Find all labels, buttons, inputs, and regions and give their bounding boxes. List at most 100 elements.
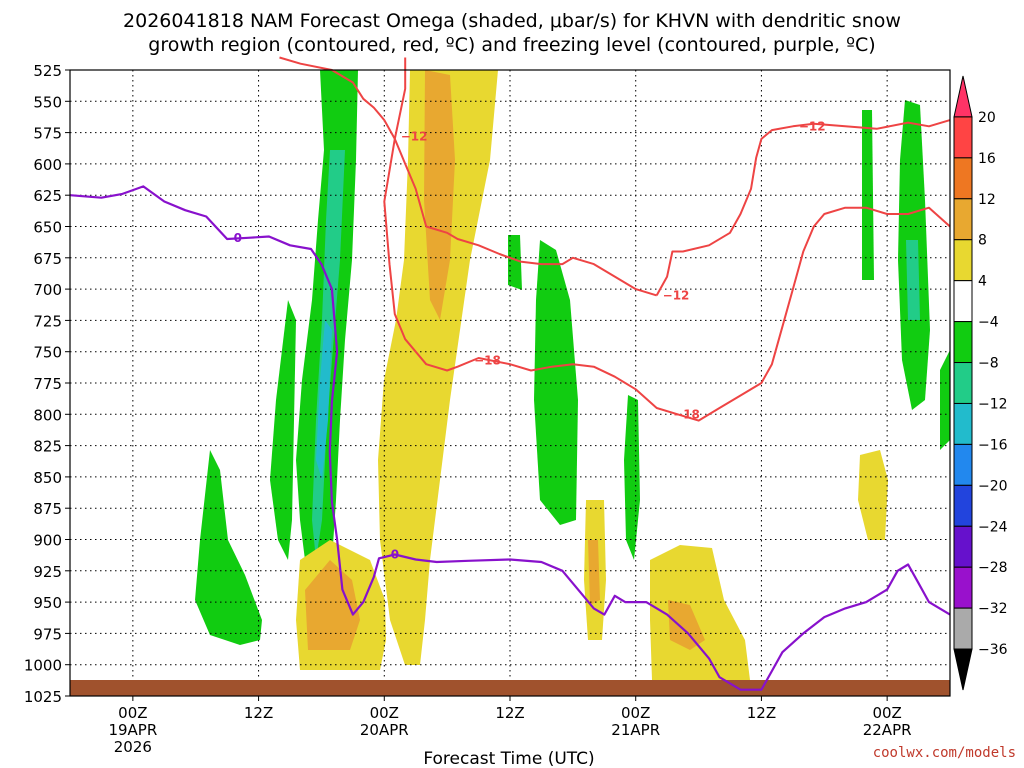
x-tick-label-6: 00Z [872, 704, 901, 722]
y-tick-label-675: 675 [33, 250, 62, 268]
colorbar-label-13: −36 [978, 642, 1008, 658]
y-tick-label-975: 975 [33, 625, 62, 643]
y-tick-label-700: 700 [33, 281, 62, 299]
x-tick-label-0: 00Z [118, 704, 147, 722]
contour-snow-growth-m12-lower [383, 57, 951, 422]
contour-snow-growth-m18 [655, 119, 951, 296]
colorbar-swatch-1 [953, 116, 973, 159]
y-tick-label-825: 825 [33, 438, 62, 456]
contour-label-freezing-1: 0 [391, 548, 399, 562]
y-tick-label-750: 750 [33, 344, 62, 362]
omega-orange-region-1 [424, 70, 455, 320]
y-tick-label-850: 850 [33, 469, 62, 487]
colorbar-swatch-8 [953, 402, 973, 445]
omega-orange-region-2 [305, 560, 360, 650]
colorbar-swatch-14 [953, 648, 973, 691]
colorbar-label-6: −8 [978, 356, 999, 372]
omega-yellow-region-3 [650, 545, 750, 680]
omega-green-region-2 [270, 300, 296, 560]
colorbar-label-11: −28 [978, 560, 1008, 576]
credit-text: coolwx.com/models [873, 745, 1016, 761]
colorbar-swatch-4 [953, 239, 973, 282]
colorbar-swatch-13 [953, 607, 973, 650]
omega-green-region-9 [940, 350, 950, 450]
omega-green-region-8 [862, 110, 874, 280]
colorbar-label-8: −16 [978, 437, 1008, 453]
x-date-label-4: 21APR [611, 721, 660, 739]
omega-cyan-region-1 [316, 320, 332, 480]
x-date-label-0: 19APR [108, 721, 157, 739]
y-tick-label-775: 775 [33, 375, 62, 393]
omega-yellow-region-5 [858, 450, 888, 540]
contour-label-snow-growth-0: −12 [401, 129, 428, 143]
colorbar-label-2: 12 [978, 192, 996, 208]
contour-freezing-level [69, 185, 951, 691]
y-tick-label-600: 600 [33, 156, 62, 174]
colorbar-label-12: −32 [978, 601, 1008, 617]
y-tick-label-950: 950 [33, 594, 62, 612]
y-tick-label-575: 575 [33, 125, 62, 143]
colorbar-swatch-3 [953, 198, 973, 241]
colorbar-label-3: 8 [978, 233, 987, 249]
x-year-label-0: 2026 [114, 738, 152, 756]
ground-surface [70, 680, 950, 696]
y-tick-label-725: 725 [33, 312, 62, 330]
y-tick-label-900: 900 [33, 532, 62, 550]
omega-green-region-5 [508, 235, 522, 290]
y-tick-label-625: 625 [33, 187, 62, 205]
grid-lines [70, 70, 950, 696]
contour-snow-growth-m12-upper [279, 56, 657, 297]
colorbar-swatch-2 [953, 157, 973, 200]
y-tick-label-650: 650 [33, 219, 62, 237]
omega-shading [195, 70, 950, 680]
omega-green-region-3 [195, 450, 262, 645]
plot-area: −12 −18 −12 −18 −12 0 0 [69, 56, 951, 697]
contour-label-freezing-0: 0 [234, 231, 242, 245]
colorbar: 20 16 12 8 4 −4 −8 −12 −16 −20 −24 −28 −32 −36 [953, 75, 1008, 691]
y-tick-label-525: 525 [33, 62, 62, 80]
contour-label-snow-growth-2: −12 [663, 288, 690, 302]
colorbar-label-1: 16 [978, 151, 996, 167]
colorbar-label-10: −24 [978, 519, 1008, 535]
colorbar-swatch-12 [953, 566, 973, 609]
contour-label-snow-growth-1: −18 [474, 353, 501, 367]
colorbar-label-5: −4 [978, 315, 999, 331]
y-tick-label-550: 550 [33, 93, 62, 111]
colorbar-swatch-10 [953, 484, 973, 527]
y-tick-label-875: 875 [33, 500, 62, 518]
contour-labels: −12 −18 −12 −18 −12 0 0 [234, 119, 826, 561]
y-tick-label-800: 800 [33, 406, 62, 424]
omega-orange-region-4 [588, 540, 600, 605]
omega-teal-region-2 [906, 240, 920, 320]
contour-label-snow-growth-4: −12 [799, 119, 826, 133]
x-tick-label-2: 00Z [370, 704, 399, 722]
omega-orange-region-3 [668, 600, 705, 650]
chart-title-line2: growth region (contoured, red, ºC) and f… [148, 34, 875, 56]
colorbar-label-0: 20 [978, 110, 996, 126]
y-axis: 525 550 575 600 625 650 675 700 725 750 775 800 825 8… [24, 62, 70, 706]
chart-title-line1: 2026041818 NAM Forecast Omega (shaded, μ… [123, 10, 901, 32]
colorbar-label-4: 4 [978, 274, 987, 290]
colorbar-label-7: −12 [978, 396, 1008, 412]
colorbar-swatch-11 [953, 525, 973, 568]
x-tick-label-3: 12Z [495, 704, 524, 722]
y-tick-label-1000: 1000 [24, 657, 62, 675]
colorbar-swatch-7 [953, 362, 973, 404]
x-tick-label-1: 12Z [244, 704, 273, 722]
colorbar-swatch-5 [953, 280, 973, 323]
x-tick-label-5: 12Z [747, 704, 776, 722]
y-tick-label-1025: 1025 [24, 688, 62, 706]
colorbar-swatch-9 [953, 443, 973, 486]
colorbar-swatch-6 [953, 321, 973, 364]
x-tick-label-4: 00Z [621, 704, 650, 722]
x-axis-label: Forecast Time (UTC) [423, 749, 594, 768]
colorbar-label-9: −20 [978, 478, 1008, 494]
contour-label-snow-growth-3: −18 [673, 407, 700, 421]
y-tick-label-925: 925 [33, 563, 62, 581]
x-date-label-2: 20APR [360, 721, 409, 739]
colorbar-swatch-0 [953, 75, 973, 118]
x-date-label-6: 22APR [863, 721, 912, 739]
contour-lines [69, 56, 951, 691]
